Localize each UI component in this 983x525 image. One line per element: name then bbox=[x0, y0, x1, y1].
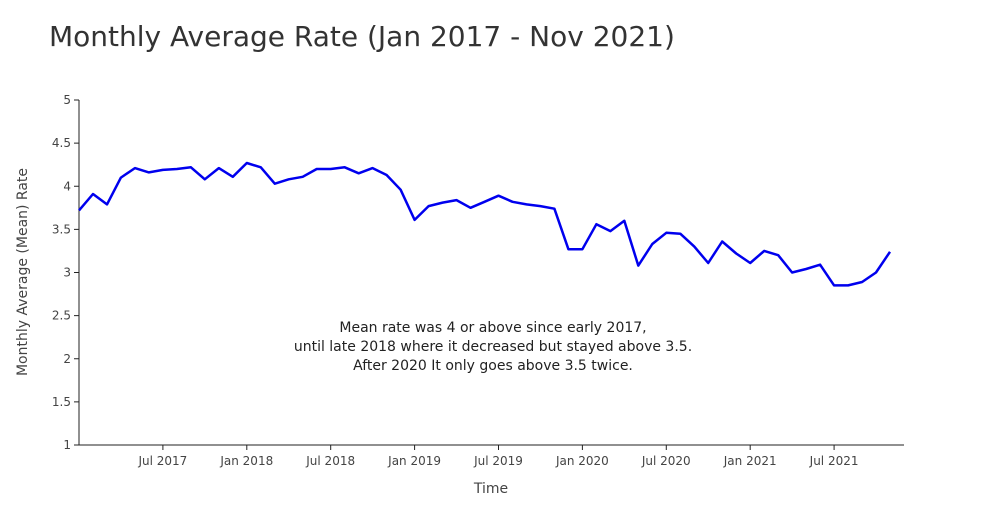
annotation-line: until late 2018 where it decreased but s… bbox=[294, 339, 692, 355]
x-tick-label: Jul 2017 bbox=[137, 454, 187, 468]
y-tick-label: 1 bbox=[63, 438, 71, 452]
x-tick-label: Jan 2021 bbox=[723, 454, 777, 468]
x-tick-label: Jul 2018 bbox=[305, 454, 355, 468]
x-axis: Jul 2017 Jan 2018 Jul 2018 Jan 2019 Jul 2019… bbox=[79, 444, 904, 468]
y-tick-label: 2.5 bbox=[52, 309, 71, 323]
x-tick-label: Jan 2020 bbox=[555, 454, 609, 468]
annotation-line: Mean rate was 4 or above since early 201… bbox=[339, 320, 646, 336]
x-tick-label: Jul 2021 bbox=[809, 454, 859, 468]
annotation: Mean rate was 4 or above since early 201… bbox=[294, 320, 692, 374]
y-axis-label: Monthly Average (Mean) Rate bbox=[15, 168, 31, 376]
y-tick-label: 3.5 bbox=[52, 222, 71, 236]
annotation-line: After 2020 It only goes above 3.5 twice. bbox=[353, 358, 633, 374]
chart-title: Monthly Average Rate (Jan 2017 - Nov 202… bbox=[49, 20, 675, 53]
y-tick-label: 4 bbox=[63, 179, 71, 193]
series-line bbox=[78, 161, 892, 287]
x-axis-label: Time bbox=[473, 481, 508, 497]
y-tick-label: 5 bbox=[63, 93, 71, 107]
y-axis: 1 1.5 2 2.5 3 3.5 4 4.5 5 bbox=[52, 93, 80, 452]
x-tick-label: Jul 2020 bbox=[641, 454, 691, 468]
x-tick-label: Jul 2019 bbox=[473, 454, 523, 468]
y-tick-label: 4.5 bbox=[52, 136, 71, 150]
plot-area bbox=[78, 161, 892, 287]
y-tick-label: 2 bbox=[63, 352, 71, 366]
y-tick-label: 3 bbox=[63, 266, 71, 280]
x-tick-label: Jan 2019 bbox=[387, 454, 441, 468]
x-tick-label: Jan 2018 bbox=[219, 454, 273, 468]
y-tick-label: 1.5 bbox=[52, 395, 71, 409]
